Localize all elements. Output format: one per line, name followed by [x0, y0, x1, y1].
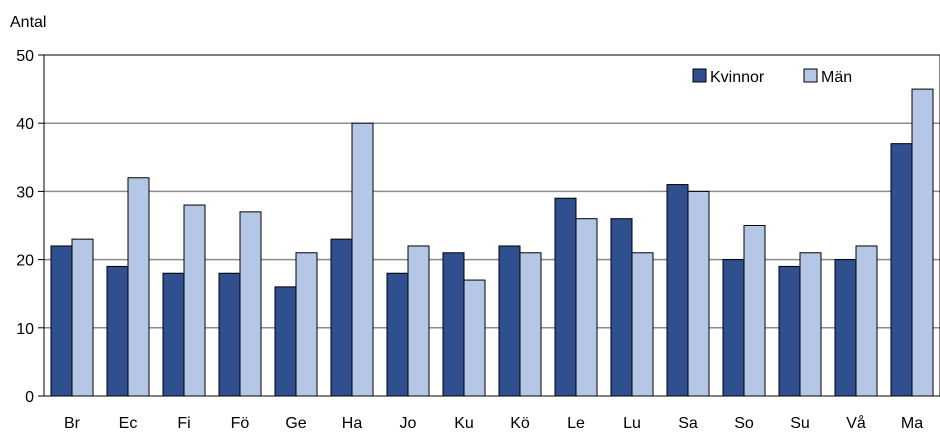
x-tick-label: Ec [119, 415, 138, 432]
bar-Ha-Män [351, 122, 374, 397]
bar-Ma-Män [911, 88, 934, 397]
x-tick-label: Br [64, 415, 81, 432]
bar-So-Kvinnor [722, 259, 745, 397]
bar-Fö-Kvinnor [218, 272, 241, 397]
bar-Fi-Män [183, 204, 206, 397]
x-tick-label: Ku [454, 415, 474, 432]
x-tick-label: So [734, 415, 754, 432]
legend-swatch-Män [803, 68, 818, 83]
bar-Le-Män [575, 218, 598, 397]
y-tick-label: 40 [16, 116, 34, 133]
bar-Ku-Män [463, 279, 486, 397]
bar-Vå-Män [855, 245, 878, 397]
x-tick-label: Ha [342, 415, 363, 432]
x-tick-label: Jo [400, 415, 417, 432]
y-tick-label: 30 [16, 184, 34, 201]
bar-Ku-Kvinnor [442, 252, 465, 397]
x-tick-label: Kö [510, 415, 530, 432]
bar-Sa-Män [687, 190, 710, 397]
y-tick-label: 10 [16, 321, 34, 338]
y-tick-label: 50 [16, 48, 34, 65]
bar-Fö-Män [239, 211, 262, 397]
bar-Jo-Män [407, 245, 430, 397]
bar-Lu-Män [631, 252, 654, 397]
x-tick-label: Su [790, 415, 810, 432]
x-tick-label: Lu [623, 415, 641, 432]
legend: Kvinnor Män [692, 68, 852, 86]
bar-Ge-Män [295, 252, 318, 397]
bar-Br-Män [71, 238, 94, 397]
bar-Ma-Kvinnor [890, 143, 913, 397]
bar-Lu-Kvinnor [610, 218, 633, 397]
x-tick-label: Fi [177, 415, 190, 432]
x-tick-label: Vå [846, 414, 866, 432]
x-tick-label: Ma [901, 415, 923, 432]
bar-Fi-Kvinnor [162, 272, 185, 397]
bar-Su-Män [799, 252, 822, 397]
bar-Su-Kvinnor [778, 265, 801, 397]
legend-swatch-Kvinnor [692, 68, 707, 83]
bar-Br-Kvinnor [50, 245, 73, 397]
x-tick-label: Sa [678, 415, 698, 432]
bar-Sa-Kvinnor [666, 184, 689, 397]
bar-Kö-Kvinnor [498, 245, 521, 397]
x-axis-ticks: Br Ec Fi Fö Ge Ha Jo Ku Kö Le Lu Sa So Su Vå Ma [64, 414, 923, 432]
plot-area-frame [43, 54, 940, 397]
x-tick-label: Ge [285, 415, 306, 432]
legend-label: Kvinnor [710, 69, 765, 86]
y-axis-ticks: 0 10 20 30 40 50 [16, 48, 44, 406]
y-tick-label: 20 [16, 253, 34, 270]
bar-Ha-Kvinnor [330, 238, 353, 397]
x-tick-label: Fö [231, 415, 250, 432]
bars [50, 88, 934, 397]
y-axis-label: Antal [10, 14, 46, 31]
bar-Jo-Kvinnor [386, 272, 409, 397]
bar-Ge-Kvinnor [274, 286, 297, 397]
bar-Vå-Kvinnor [834, 259, 857, 397]
bar-Kö-Män [519, 252, 542, 397]
bar-Ec-Män [127, 177, 150, 397]
bar-Ec-Kvinnor [106, 265, 129, 397]
y-tick-label: 0 [25, 389, 34, 406]
legend-label: Män [821, 69, 852, 86]
bar-Le-Kvinnor [554, 197, 577, 397]
x-tick-label: Le [567, 415, 585, 432]
bar-So-Män [743, 225, 766, 397]
